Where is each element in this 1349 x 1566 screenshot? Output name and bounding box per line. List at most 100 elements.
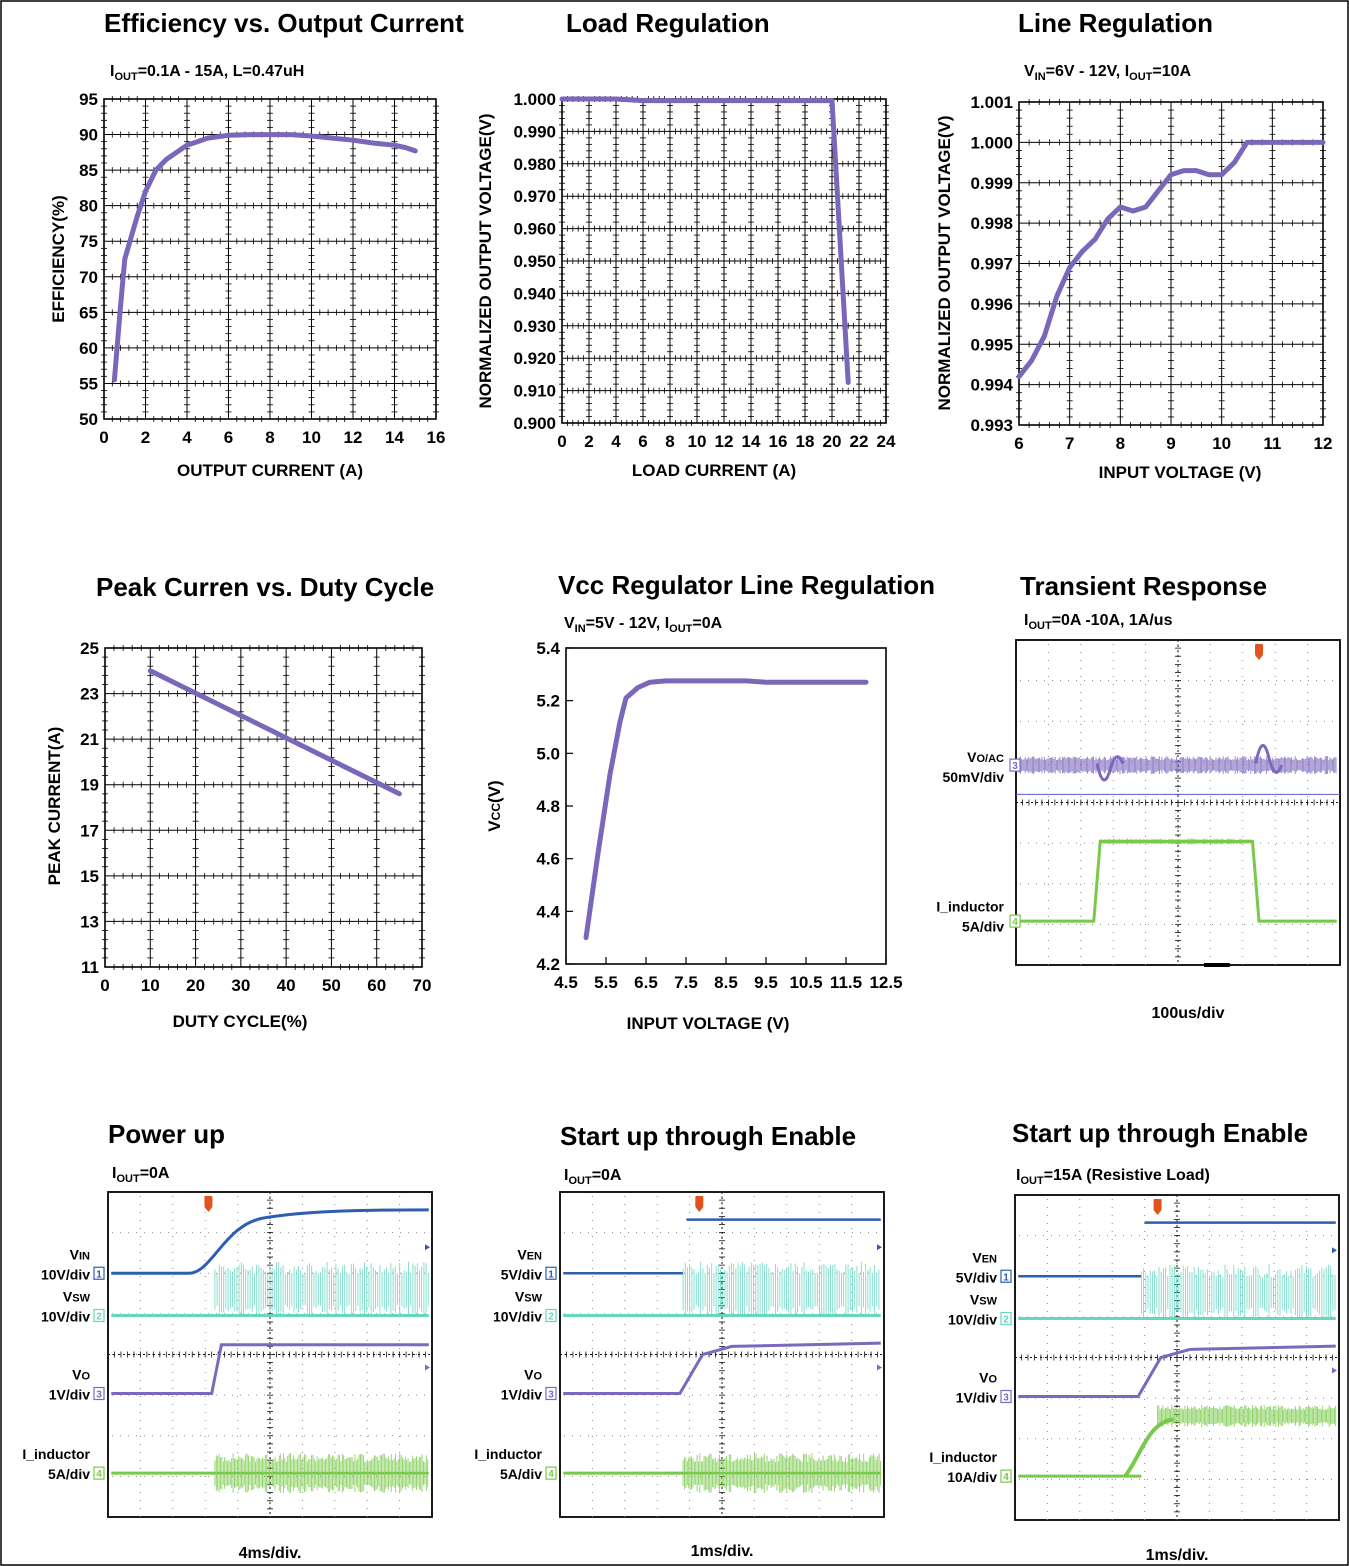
trace-vin [111,1208,429,1275]
level-arrow-icon [877,1364,882,1371]
chart-vcc: Vcc Regulator Line Regulation VIN=5V - 12… [485,570,935,1033]
x-tick-label: 0 [99,428,108,447]
x-tick-label: 12 [715,432,734,451]
channel-marker-label: 4 [1012,917,1018,928]
channel-marker [545,1466,557,1480]
data-point [637,686,639,689]
y-tick-label: 0.920 [513,349,556,368]
y-tick-label: 4.6 [536,850,560,869]
x-tick-label: 12 [344,428,363,447]
data-point [155,169,157,171]
data-point [124,258,126,260]
channel-name: VEN [972,1249,997,1265]
y-tick-label: 55 [79,374,98,393]
channel-marker-label: 2 [96,1312,102,1323]
channel-marker-label: 3 [1003,1393,1009,1404]
x-axis-label: OUTPUT CURRENT (A) [177,461,363,480]
data-point [1031,359,1033,361]
data-point [1157,190,1159,192]
channel-marker-label: 4 [1003,1472,1009,1483]
data-point [1145,206,1147,208]
channel-marker-label: 1 [548,1269,554,1280]
data-point [373,142,375,144]
data-point [1246,141,1248,143]
data-point [750,100,752,102]
data-point [414,150,416,152]
trigger-marker-icon [1255,644,1263,655]
y-tick-label: 0.996 [970,295,1013,314]
channel-name: VIN [70,1246,90,1262]
channel-scale: 5V/div [956,1269,997,1285]
timebase-label: 4ms/div. [239,1545,302,1562]
data-point [144,190,147,193]
timebase-label: 100us/div [1152,1005,1225,1022]
chart-title: Load Regulation [566,8,770,38]
chart-title: Line Regulation [1018,8,1213,38]
data-point [1170,174,1172,176]
y-tick-label: 25 [80,639,99,658]
level-arrow-icon [425,1364,430,1371]
channel-scale: 1V/div [49,1387,90,1403]
chart-line: Line Regulation VIN=6V - 12V, IOUT=10A 6 7 8… [935,8,1332,482]
x-tick-label: 7 [1065,434,1074,453]
channel-name: VO [979,1370,997,1386]
y-tick-label: 21 [80,730,99,749]
data-point [561,98,563,100]
data-point [597,852,599,855]
chart-subtitle: VIN=6V - 12V, IOUT=10A [1024,63,1192,83]
chart-subtitle: VIN=5V - 12V, IOUT=0A [564,615,723,635]
data-point [1132,210,1134,212]
x-tick-label: 4.5 [554,973,578,992]
data-point [248,133,250,136]
data-point [865,681,867,683]
data-point [1183,170,1185,172]
x-tick-label: 5.5 [594,973,618,992]
x-tick-label: 10.5 [789,973,822,992]
x-tick-label: 12 [1314,434,1333,453]
data-point [745,680,747,682]
x-axis-label: INPUT VOLTAGE (V) [1099,463,1262,482]
trigger-marker-icon [1153,1199,1162,1210]
x-tick-label: 16 [427,428,446,447]
y-tick-label: 0.995 [970,335,1013,354]
data-point [1195,170,1197,172]
data-point [1069,266,1071,269]
data-point [149,670,151,672]
channel-marker [1000,1389,1012,1404]
x-tick-label: 9.5 [754,973,778,992]
plot-frame [104,647,423,968]
plot-frame [103,98,437,420]
channel-scale: 10V/div [41,1266,90,1282]
channel-marker [1000,1269,1012,1283]
data-point [609,773,611,776]
x-tick-label: 60 [367,976,386,995]
trace-vo-ac-undershoot [1095,755,1125,782]
data-point [1271,141,1273,143]
y-tick-label: 50 [79,410,98,429]
trigger-marker-icon [204,1196,213,1207]
y-tick-label: 90 [79,126,98,145]
channel-marker-label: 4 [548,1469,554,1480]
x-axis-label: INPUT VOLTAGE (V) [627,1014,790,1033]
channel-name: I_inductor [474,1446,542,1462]
channel-marker [1000,1469,1012,1483]
y-tick-label: 85 [79,161,98,180]
data-point [804,100,806,102]
x-tick-label: 20 [186,976,205,995]
data-point [642,100,644,102]
data-point [1081,250,1083,252]
x-tick-label: 0 [100,976,109,995]
channel-name: VO [72,1367,90,1383]
chart-title: Vcc Regulator Line Regulation [558,570,935,600]
x-tick-label: 16 [769,432,788,451]
channel-name: VSW [970,1292,998,1308]
y-tick-label: 1.000 [970,133,1013,152]
data-point [1043,335,1045,337]
data-point [825,681,827,683]
data-point [1018,375,1020,378]
x-tick-label: 6 [224,428,233,447]
plot-frame [1018,101,1324,426]
chart-subtitle: IOUT=0.1A - 15A, L=0.47uH [110,63,304,83]
y-axis-label: PEAK CURRENT(A) [45,727,64,886]
data-point [785,681,787,683]
